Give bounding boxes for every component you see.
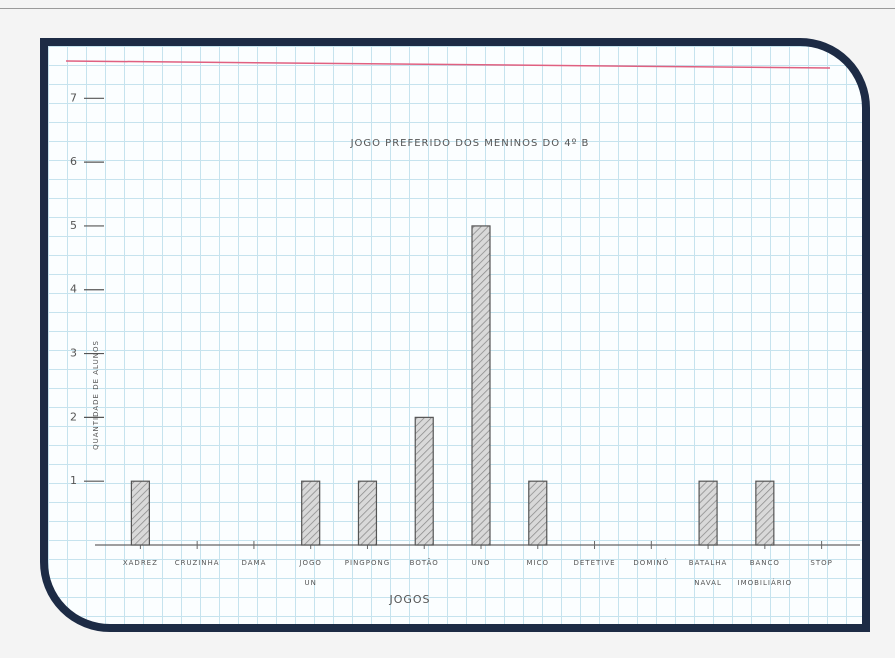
bar xyxy=(302,481,320,545)
bar xyxy=(756,481,774,545)
chart: JOGO PREFERIDO DOS MENINOS DO 4º B JOGOS… xyxy=(0,0,895,658)
x-tick-label: UNO xyxy=(472,559,491,567)
chart-title: JOGO PREFERIDO DOS MENINOS DO 4º B xyxy=(350,138,590,149)
bar xyxy=(415,417,433,545)
y-tick-label: 4 xyxy=(70,283,78,296)
x-tick-label: XADREZ xyxy=(123,559,158,567)
bar xyxy=(699,481,717,545)
x-tick-label: DAMA xyxy=(241,559,266,567)
x-tick-label: MICO xyxy=(527,559,550,567)
x-tick-label: BOTÃO xyxy=(410,558,439,567)
x-tick-label: DOMINÓ xyxy=(633,558,669,567)
y-tick-label: 3 xyxy=(70,347,78,360)
page: JOGO PREFERIDO DOS MENINOS DO 4º B JOGOS… xyxy=(0,0,895,658)
margin-line xyxy=(66,61,830,68)
bar xyxy=(472,226,490,545)
x-tick-label: DETETIVE xyxy=(573,559,615,567)
x-tick-label: CRUZINHA xyxy=(175,559,220,567)
y-tick-label: 5 xyxy=(70,219,78,232)
y-axis-label: QUANTIDADE DE ALUNOS xyxy=(92,340,100,450)
bar xyxy=(358,481,376,545)
y-tick-label: 6 xyxy=(70,155,78,168)
bar xyxy=(529,481,547,545)
x-tick-label: PINGPONG xyxy=(345,559,390,567)
y-tick-label: 2 xyxy=(70,410,78,423)
x-axis-label: JOGOS xyxy=(388,593,430,606)
x-tick-label: STOP xyxy=(810,559,832,567)
y-tick-label: 1 xyxy=(70,474,78,487)
bar xyxy=(131,481,149,545)
y-tick-label: 7 xyxy=(70,91,78,104)
